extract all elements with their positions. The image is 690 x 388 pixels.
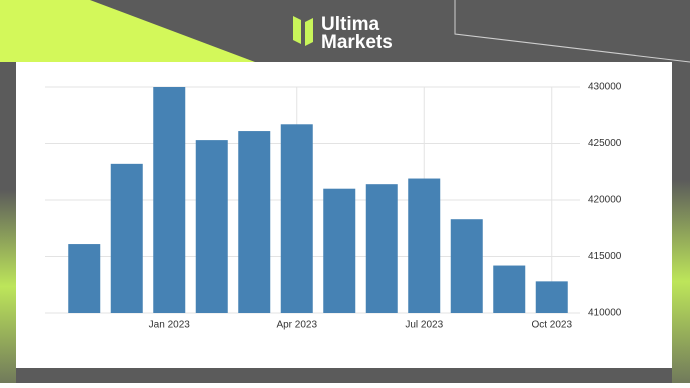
x-tick-label: Apr 2023 bbox=[276, 320, 317, 331]
x-tick-label: Oct 2023 bbox=[531, 320, 572, 331]
logo-mark bbox=[293, 16, 301, 44]
accent-stripe bbox=[0, 0, 255, 62]
y-tick-label: 425000 bbox=[588, 138, 622, 149]
bar bbox=[68, 244, 101, 313]
bar bbox=[365, 184, 398, 313]
bar bbox=[535, 281, 568, 313]
bar bbox=[323, 188, 356, 313]
brand-name: Ultima bbox=[321, 14, 380, 35]
logo: Ultima Markets bbox=[293, 14, 393, 53]
bar bbox=[408, 178, 441, 313]
bar bbox=[238, 131, 271, 313]
plot: 410000 415000 420000 425000 430000 Jan 2023 Ap… bbox=[45, 82, 622, 331]
logo-mark bbox=[305, 18, 313, 46]
bar bbox=[280, 124, 313, 313]
y-tick-label: 430000 bbox=[588, 82, 622, 93]
bar bbox=[195, 140, 228, 313]
decor-line bbox=[454, 0, 690, 63]
bar bbox=[493, 265, 526, 313]
y-tick-label: 420000 bbox=[588, 195, 622, 206]
y-tick-label: 415000 bbox=[588, 251, 622, 262]
y-tick-label: 410000 bbox=[588, 308, 622, 319]
accent-left bbox=[0, 190, 16, 383]
accent-right bbox=[672, 180, 690, 383]
bar bbox=[110, 163, 143, 313]
bar bbox=[450, 219, 483, 313]
x-tick-label: Jan 2023 bbox=[149, 320, 191, 331]
bar bbox=[153, 87, 186, 313]
x-tick-label: Jul 2023 bbox=[405, 320, 443, 331]
brand-name: Markets bbox=[321, 32, 393, 53]
